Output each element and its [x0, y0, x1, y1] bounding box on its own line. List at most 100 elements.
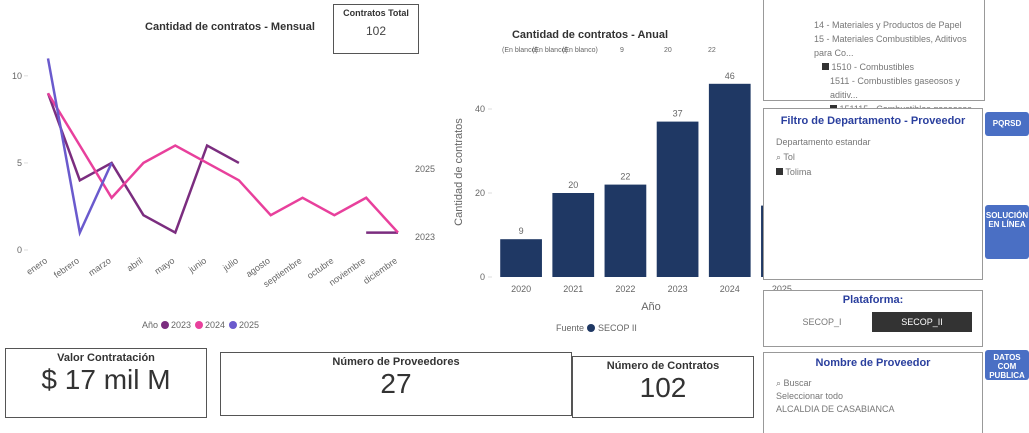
header-cell: (En blanco)	[532, 47, 568, 54]
panel-title: Plataforma:	[842, 294, 904, 306]
header-cell: (En blanco)	[502, 47, 538, 54]
proveedor-body: ⌕ Buscar Seleccionar todo ALCALDIA DE CA…	[776, 377, 982, 416]
header-cell: 20	[664, 47, 672, 54]
legend-title: Fuente	[556, 323, 584, 333]
y-tick-label: 5	[17, 158, 22, 168]
header-cell: 22	[708, 47, 716, 54]
search-text: Tol	[783, 152, 795, 162]
card-title: Número de Contratos	[606, 360, 720, 372]
legend-swatch	[229, 321, 237, 329]
card-valor: Valor Contratación $ 17 mil M	[5, 348, 207, 418]
tree-panel: 14 - Materiales y Productos de Papel 15 …	[763, 0, 985, 114]
side-button[interactable]: SOLUCIÓN EN LÍNEA	[985, 205, 1029, 259]
side-button[interactable]: DATOS COM PUBLICA	[985, 350, 1029, 380]
header-cell: 9	[620, 47, 624, 54]
dept-search[interactable]: ⌕ Tol	[776, 152, 795, 162]
card-value: $ 17 mil M	[41, 364, 171, 395]
x-tick-label: mayo	[153, 255, 177, 276]
panel-title: Filtro de Departamento - Proveedor	[780, 115, 966, 127]
side-button[interactable]: PQRSD	[985, 112, 1029, 136]
tree-item[interactable]: 14 - Materiales y Productos de Papel	[814, 20, 962, 30]
x-tick-label: 2024	[720, 284, 740, 294]
dept-label: Departamento estandar	[776, 137, 871, 147]
panel-title: Nombre de Proveedor	[815, 357, 931, 369]
card-title: Valor Contratación	[57, 352, 155, 364]
data-label: 22	[620, 172, 630, 182]
bar	[656, 121, 699, 277]
legend-label: 2023	[171, 320, 191, 330]
x-tick-label: abril	[125, 255, 145, 273]
x-tick-label: marzo	[87, 255, 113, 278]
x-tick-label: febrero	[52, 255, 81, 280]
card-title: Contratos Total	[343, 8, 409, 18]
plataforma-panel: Plataforma: SECOP_I SECOP_II	[763, 290, 983, 347]
x-tick-label: julio	[220, 255, 240, 273]
card-proveedores: Número de Proveedores 27	[220, 352, 572, 416]
bar	[708, 83, 751, 277]
line-annotation: 2025	[415, 164, 435, 174]
charts: Cantidad de contratos - Mensual Cantidad…	[12, 21, 803, 333]
plataforma-options: SECOP_I SECOP_II	[772, 312, 982, 332]
bar	[552, 193, 595, 277]
card-value: 27	[380, 368, 412, 399]
line-series	[46, 92, 399, 234]
card-contratos-total: Contratos Total 102	[333, 4, 419, 54]
legend-swatch	[195, 321, 203, 329]
x-tick-label: 2022	[615, 284, 635, 294]
x-tick-label: enero	[25, 255, 50, 276]
line-series	[46, 58, 113, 237]
card-value: 102	[639, 372, 687, 403]
x-tick-label: 2025	[772, 284, 792, 294]
x-tick-label: diciembre	[361, 255, 399, 286]
bar	[604, 184, 647, 277]
bar	[500, 239, 542, 277]
search-text: Buscar	[783, 378, 812, 388]
legend-label: SECOP II	[598, 323, 637, 333]
bar-title: Cantidad de contratos - Anual	[512, 29, 668, 41]
legend-label: 2024	[205, 320, 225, 330]
data-label: 20	[568, 180, 578, 190]
select-all[interactable]: Seleccionar todo	[776, 391, 844, 401]
x-tick-label: 2023	[668, 284, 688, 294]
line-series	[46, 92, 398, 235]
tree-list: 14 - Materiales y Productos de Papel 15 …	[814, 18, 984, 116]
x-tick-label: junio	[186, 255, 208, 275]
legend-label: 2025	[239, 320, 259, 330]
data-label: 37	[673, 109, 683, 119]
x-tick-label: 2020	[511, 284, 531, 294]
card-value: 102	[365, 24, 387, 38]
line-annotation: 2023	[415, 232, 435, 242]
x-tick-label: noviembre	[327, 255, 367, 287]
card-contratos: Número de Contratos 102	[572, 356, 754, 418]
y-axis-label: Cantidad de contratos	[453, 118, 465, 226]
data-label: 9	[519, 226, 524, 236]
y-tick-label: 10	[12, 71, 22, 81]
x-axis-label: Año	[641, 301, 661, 313]
y-tick-label: 0	[17, 245, 22, 255]
header-cell: (En blanco)	[562, 47, 598, 54]
option[interactable]: SECOP_II	[872, 312, 972, 332]
dept-item[interactable]: Tolima	[776, 165, 982, 180]
legend-swatch	[587, 324, 595, 332]
search[interactable]: ⌕ Buscar	[776, 378, 812, 388]
y-tick-label: 20	[475, 188, 485, 198]
legend-title: Año	[142, 320, 158, 330]
proveedor-item[interactable]: ALCALDIA DE CASABIANCA	[776, 404, 895, 414]
line-title: Cantidad de contratos - Mensual	[145, 21, 315, 33]
tree-item[interactable]: 15 - Materiales Combustibles, Aditivos p…	[814, 34, 967, 58]
proveedor-panel: Nombre de Proveedor ⌕ Buscar Seleccionar…	[763, 352, 983, 433]
tree-item[interactable]: 1510 - Combustibles	[822, 60, 984, 74]
item-text: Tolima	[785, 167, 812, 177]
legend-swatch	[161, 321, 169, 329]
tree-text: 1510 - Combustibles	[831, 62, 915, 72]
x-tick-label: 2021	[563, 284, 583, 294]
data-label: 46	[725, 71, 735, 81]
y-tick-label: 40	[475, 104, 485, 114]
y-tick-label: 0	[480, 272, 485, 282]
dept-panel: Filtro de Departamento - Proveedor Depar…	[763, 108, 983, 280]
dept-body: Departamento estandar ⌕ Tol Tolima	[776, 135, 982, 180]
option[interactable]: SECOP_I	[802, 317, 842, 327]
card-title: Número de Proveedores	[332, 356, 460, 368]
tree-item[interactable]: 1511 - Combustibles gaseosos y aditiv...	[830, 76, 960, 100]
